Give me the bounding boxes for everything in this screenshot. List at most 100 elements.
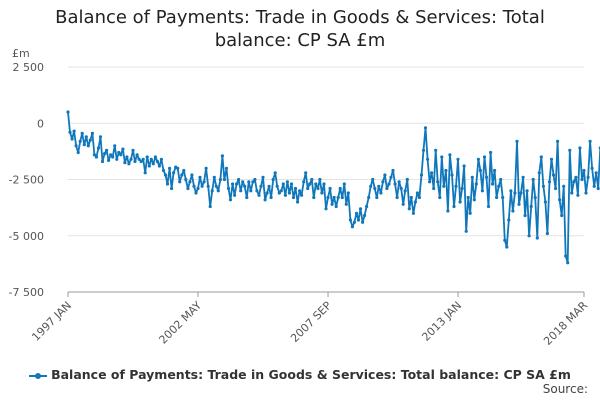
data-point[interactable] [109,153,113,157]
data-point[interactable] [519,191,523,195]
data-point[interactable] [275,184,279,188]
data-point[interactable] [204,166,208,170]
data-point[interactable] [458,200,462,204]
data-point[interactable] [80,131,84,135]
data-point[interactable] [196,186,200,191]
data-point[interactable] [261,175,265,179]
data-point[interactable] [198,175,202,179]
data-point[interactable] [137,157,141,161]
data-point[interactable] [123,161,127,165]
data-point[interactable] [580,177,584,182]
data-point[interactable] [220,154,224,158]
data-point[interactable] [363,213,367,218]
data-point[interactable] [350,225,354,229]
data-point[interactable] [476,157,480,161]
data-point[interactable] [188,180,192,184]
data-point[interactable] [182,168,186,173]
data-point[interactable] [289,182,294,186]
data-point[interactable] [255,189,259,193]
data-point[interactable] [531,177,535,182]
data-point[interactable] [497,184,501,188]
data-point[interactable] [100,159,105,164]
data-point[interactable] [551,173,556,177]
data-point[interactable] [147,164,151,168]
data-point[interactable] [98,135,103,139]
data-point[interactable] [596,186,600,191]
data-point[interactable] [369,184,373,188]
data-point[interactable] [88,138,92,142]
data-point[interactable] [472,198,476,202]
data-point[interactable] [541,184,546,188]
data-point[interactable] [249,189,253,193]
data-point[interactable] [141,157,145,161]
data-point[interactable] [271,177,275,182]
data-point[interactable] [214,184,218,188]
data-point[interactable] [212,175,216,179]
data-point[interactable] [239,189,243,193]
data-point[interactable] [304,171,308,175]
data-point[interactable] [241,180,245,184]
data-point[interactable] [176,166,180,170]
data-point[interactable] [263,198,267,202]
data-point[interactable] [151,162,155,166]
data-point[interactable] [547,180,552,184]
data-point[interactable] [200,184,204,188]
data-point[interactable] [373,186,377,191]
data-point[interactable] [170,186,174,191]
data-point[interactable] [74,144,78,148]
data-point[interactable] [480,189,484,193]
data-point[interactable] [549,157,554,161]
data-point[interactable] [322,182,326,186]
data-point[interactable] [417,195,421,200]
data-point[interactable] [259,184,263,188]
data-point[interactable] [324,207,328,211]
data-point[interactable] [82,143,86,147]
data-point[interactable] [163,173,168,177]
data-point[interactable] [283,193,287,197]
data-point[interactable] [111,155,115,159]
data-point[interactable] [253,177,257,182]
data-point[interactable] [584,191,588,195]
data-point[interactable] [539,155,543,159]
data-point[interactable] [484,175,489,179]
data-point[interactable] [527,234,531,238]
data-point[interactable] [145,155,149,159]
data-point[interactable] [535,236,539,240]
data-point[interactable] [421,148,426,152]
data-point[interactable] [336,195,340,200]
data-point[interactable] [456,157,460,161]
data-point[interactable] [446,209,450,213]
data-point[interactable] [194,191,198,195]
data-point[interactable] [84,135,88,139]
data-point[interactable] [499,177,503,182]
data-point[interactable] [356,218,361,222]
data-point[interactable] [462,164,466,168]
data-point[interactable] [107,158,111,162]
data-point[interactable] [570,191,574,195]
data-point[interactable] [300,193,304,197]
data-point[interactable] [273,171,277,175]
data-point[interactable] [285,180,289,184]
data-point[interactable] [251,180,255,184]
data-point[interactable] [139,159,143,164]
data-point[interactable] [448,153,452,157]
data-point[interactable] [562,184,566,188]
data-point[interactable] [233,193,237,197]
data-point[interactable] [423,126,428,130]
data-point[interactable] [206,184,210,188]
data-point[interactable] [115,157,119,161]
data-point[interactable] [358,207,363,211]
data-point[interactable] [314,182,318,186]
data-point[interactable] [222,177,226,182]
data-point[interactable] [338,186,342,191]
data-point[interactable] [291,195,296,200]
data-point[interactable] [503,238,507,242]
data-point[interactable] [379,191,383,195]
data-point[interactable] [413,200,417,204]
data-point[interactable] [184,177,188,182]
data-point[interactable] [243,184,247,188]
data-point[interactable] [76,150,80,155]
data-point[interactable] [70,137,74,141]
data-point[interactable] [428,180,432,184]
data-point[interactable] [348,218,352,222]
